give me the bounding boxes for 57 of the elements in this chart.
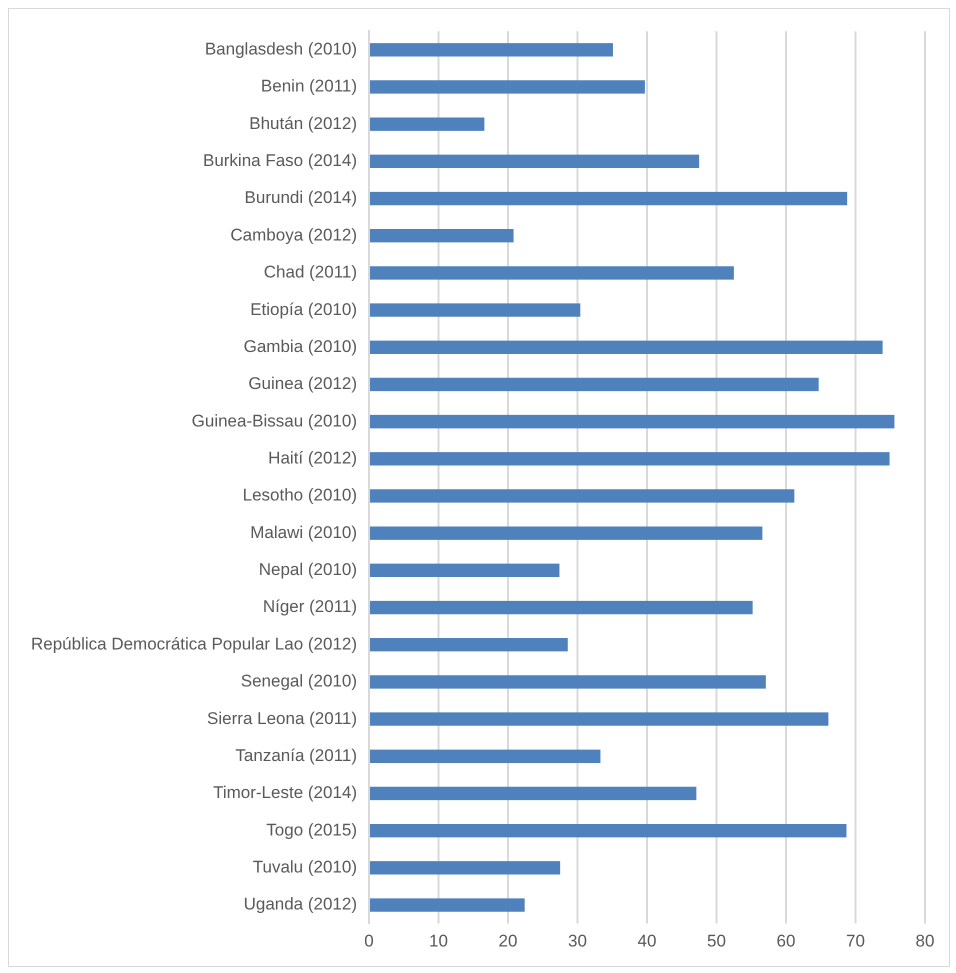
y-tick-label: Chad (2011) — [264, 262, 358, 282]
y-tick-label: Gambia (2010) — [244, 336, 358, 356]
bar — [370, 526, 762, 540]
bar — [370, 489, 794, 503]
bar — [370, 378, 819, 392]
y-tick-label: Burundi (2014) — [244, 188, 358, 208]
bar — [370, 117, 484, 131]
bar — [370, 414, 894, 428]
bar — [370, 861, 560, 875]
y-tick-label: Uganda (2012) — [244, 894, 358, 914]
x-tick-label: 50 — [707, 931, 726, 950]
bar — [370, 824, 846, 838]
y-tick-label: Malawi (2010) — [250, 522, 358, 542]
y-tick-label: Guinea-Bissau (2010) — [192, 411, 358, 430]
bar — [370, 638, 568, 652]
y-tick-label: Togo (2015) — [266, 820, 358, 840]
y-tick-label: Níger (2011) — [262, 597, 358, 616]
bar — [370, 80, 645, 94]
y-tick-label: Sierra Leona (2011) — [207, 708, 358, 728]
y-tick-label: Senegal (2010) — [240, 672, 358, 691]
y-tick-label: Haití (2012) — [268, 448, 358, 468]
y-tick-label: Nepal (2010) — [258, 560, 358, 580]
x-tick-label: 0 — [364, 931, 374, 950]
x-tick-label: 70 — [846, 931, 865, 950]
bar — [370, 564, 560, 578]
bar — [370, 266, 734, 280]
y-tick-label: Lesotho (2010) — [242, 486, 358, 505]
y-tick-label: Etiopía (2010) — [250, 300, 358, 319]
bar — [370, 712, 828, 726]
x-tick-label: 40 — [638, 931, 656, 950]
bar — [370, 154, 700, 168]
bar — [370, 303, 580, 317]
x-tick-label: 10 — [429, 931, 448, 950]
bar — [370, 340, 883, 354]
bar — [370, 229, 514, 242]
x-tick-label: 30 — [568, 931, 587, 950]
x-tick-label: 60 — [776, 931, 796, 950]
y-tick-label: Benin (2011) — [260, 76, 358, 96]
y-tick-label: Banglasdesh (2010) — [204, 39, 358, 58]
y-tick-label: República Democrática Popular Lao (2012) — [31, 634, 358, 654]
x-tick-label: 20 — [498, 931, 518, 950]
bar — [370, 43, 613, 56]
y-tick-label: Bhután (2012) — [249, 114, 358, 133]
y-tick-label: Guinea (2012) — [248, 374, 358, 394]
x-tick-label: 80 — [916, 931, 934, 950]
bar — [370, 750, 600, 763]
y-tick-label: Tanzanía (2011) — [235, 746, 358, 765]
bar — [370, 675, 766, 689]
bar — [370, 786, 696, 800]
bar — [370, 192, 848, 206]
bar — [370, 898, 525, 912]
y-tick-label: Camboya (2012) — [230, 225, 358, 244]
y-tick-label: Tuvalu (2010) — [252, 858, 358, 877]
bar — [370, 600, 753, 614]
y-tick-label: Timor-Leste (2014) — [213, 783, 358, 802]
y-tick-label: Burkina Faso (2014) — [202, 151, 358, 170]
bar — [370, 452, 890, 466]
